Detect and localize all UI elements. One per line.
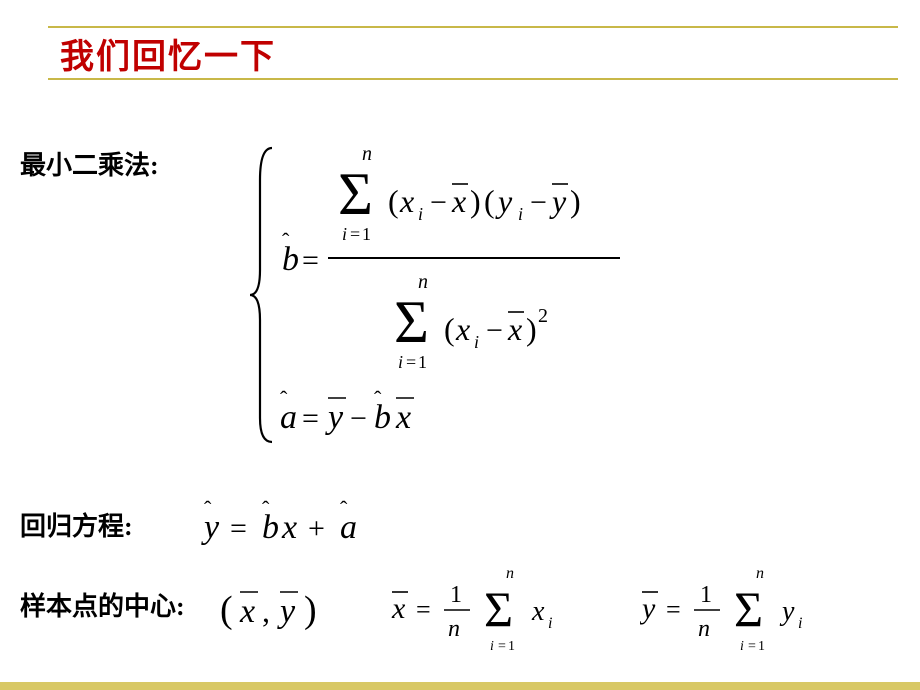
svg-text:=: = (666, 595, 681, 624)
svg-text:ˆ: ˆ (262, 496, 270, 521)
svg-text:i: i (490, 639, 494, 654)
svg-text:=: = (350, 224, 360, 244)
svg-text:=: = (498, 639, 506, 654)
svg-text:i: i (342, 224, 347, 244)
svg-text:=: = (748, 639, 756, 654)
svg-text:(: ( (444, 311, 455, 347)
svg-text:n: n (756, 565, 764, 582)
svg-text:y: y (779, 596, 795, 627)
svg-text:,: , (262, 593, 270, 629)
svg-text:1: 1 (700, 582, 712, 608)
svg-text:x: x (531, 596, 545, 627)
svg-text:(: ( (388, 183, 399, 219)
svg-text:): ) (570, 183, 581, 219)
svg-text:=: = (406, 352, 416, 372)
title-bar: 我们回忆一下 (48, 26, 898, 80)
svg-text:i: i (548, 615, 552, 632)
label-sample-center: 样本点的中心: (20, 586, 185, 623)
svg-text:x: x (455, 311, 470, 347)
svg-text:ˆ: ˆ (280, 386, 288, 411)
svg-text:n: n (698, 616, 710, 642)
equation-regression: y ˆ = b ˆ x + a ˆ (200, 496, 460, 557)
svg-text:1: 1 (508, 639, 515, 654)
equation-least-squares: b ˆ = n Σ i = 1 ( x i − x ) ( y i − y ) (250, 140, 630, 455)
svg-text:=: = (302, 244, 319, 277)
svg-text:x: x (281, 509, 297, 546)
svg-text:1: 1 (758, 639, 765, 654)
svg-text:x: x (451, 183, 466, 219)
label-least-squares: 最小二乘法: (20, 145, 159, 182)
svg-text:n: n (448, 616, 460, 642)
svg-text:y: y (495, 183, 513, 219)
svg-text:+: + (308, 512, 325, 545)
svg-text:−: − (486, 314, 503, 347)
svg-text:x: x (391, 592, 406, 625)
svg-text:x: x (239, 593, 255, 630)
svg-text:i: i (418, 204, 423, 224)
svg-text:=: = (416, 595, 431, 624)
svg-text:y: y (277, 593, 296, 630)
svg-text:−: − (530, 186, 547, 219)
svg-text:n: n (506, 565, 514, 582)
svg-text:(: ( (484, 183, 495, 219)
svg-text:ˆ: ˆ (282, 228, 290, 253)
label-regression: 回归方程: (20, 506, 133, 543)
svg-text:2: 2 (538, 305, 548, 327)
svg-text:x: x (399, 183, 414, 219)
svg-text:Σ: Σ (734, 581, 763, 637)
svg-text:=: = (302, 402, 319, 435)
svg-text:y: y (325, 399, 344, 436)
equation-y-mean: y = 1 n n Σ i = 1 y i (640, 560, 860, 665)
svg-text:=: = (230, 512, 247, 545)
svg-text:y: y (549, 183, 567, 219)
svg-text:Σ: Σ (484, 581, 513, 637)
svg-text:i: i (798, 615, 802, 632)
svg-text:Σ: Σ (394, 289, 429, 355)
equation-x-mean: x = 1 n n Σ i = 1 x i (390, 560, 610, 665)
slide-title: 我们回忆一下 (60, 29, 276, 78)
svg-text:x: x (507, 311, 522, 347)
svg-text:ˆ: ˆ (204, 496, 212, 521)
svg-text:i: i (518, 204, 523, 224)
svg-text:y: y (640, 592, 656, 625)
svg-text:1: 1 (418, 352, 427, 372)
slide: 我们回忆一下 最小二乘法: 回归方程: 样本点的中心: b ˆ = n Σ i … (0, 0, 920, 690)
svg-text:ˆ: ˆ (340, 496, 348, 521)
svg-text:i: i (398, 352, 403, 372)
svg-text:x: x (395, 399, 411, 436)
svg-text:i: i (474, 332, 479, 352)
svg-text:): ) (304, 589, 317, 631)
svg-text:ˆ: ˆ (374, 386, 382, 411)
bottom-border (0, 682, 920, 690)
svg-text:−: − (350, 402, 367, 435)
svg-text:−: − (430, 186, 447, 219)
svg-text:): ) (526, 311, 537, 347)
svg-text:1: 1 (362, 224, 371, 244)
svg-text:Σ: Σ (338, 161, 373, 227)
svg-text:(: ( (220, 589, 233, 631)
svg-text:): ) (470, 183, 481, 219)
svg-text:1: 1 (450, 582, 462, 608)
svg-text:i: i (740, 639, 744, 654)
equation-sample-center-point: ( x , y ) (220, 580, 350, 641)
